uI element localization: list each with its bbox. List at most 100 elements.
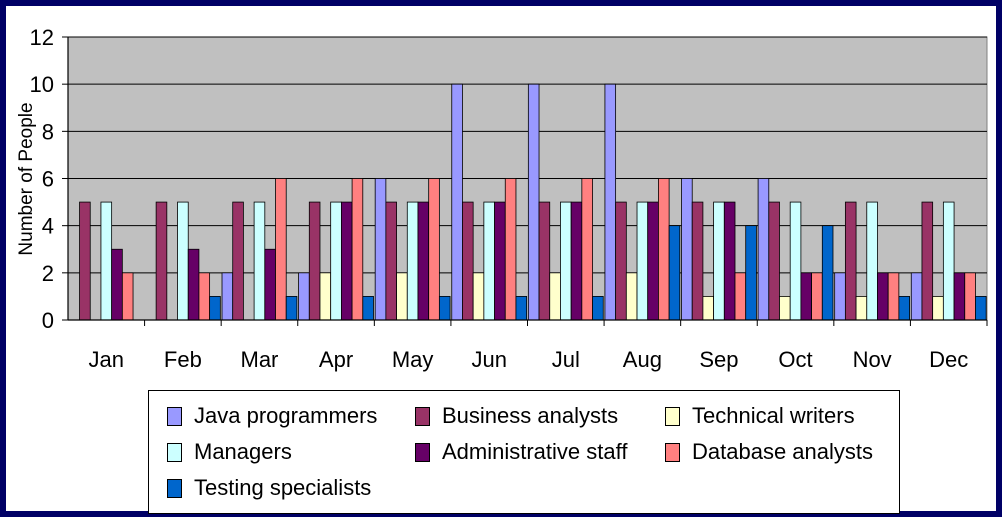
bar-testing-specialists: [285, 296, 298, 321]
y-tick-label: 10: [30, 72, 54, 97]
bar-administrative-staff: [723, 201, 736, 321]
bar-business-analysts: [921, 201, 934, 321]
legend-item-managers: Managers: [167, 439, 292, 465]
x-tick-label: Apr: [319, 347, 353, 372]
legend-label: Technical writers: [692, 403, 855, 428]
bar-business-analysts: [768, 201, 780, 321]
legend-item-business-analysts: Business analysts: [415, 403, 618, 429]
bar-administrative-staff: [877, 272, 889, 321]
bar-database-analysts: [351, 178, 364, 321]
x-tick-label: Dec: [929, 347, 968, 372]
bar-java-programmers: [451, 83, 463, 321]
bar-java-programmers: [910, 272, 923, 321]
bar-testing-specialists: [821, 225, 834, 321]
bar-administrative-staff: [417, 201, 430, 321]
legend-item-testing-specialists: Testing specialists: [167, 475, 371, 501]
bar-managers: [177, 201, 189, 321]
bar-administrative-staff: [570, 201, 583, 321]
tick-labels: 0 2 4 6 8 10 12 Jan Feb Mar Apr May Jun Jul Aug Sep Oct N…: [30, 25, 969, 372]
x-tick-label: Feb: [164, 347, 202, 372]
bar-java-programmers: [604, 83, 617, 321]
legend-label: Managers: [194, 439, 292, 464]
bar-business-analysts: [79, 201, 91, 321]
axes: [62, 36, 988, 326]
bar-administrative-staff: [264, 248, 276, 321]
bar-business-analysts: [538, 201, 551, 321]
bar-chart: 0 2 4 6 8 10 12 Jan Feb Mar Apr May Jun Jul Aug Sep Oct N…: [16, 25, 988, 372]
bar-testing-specialists: [592, 296, 604, 321]
bar-database-analysts: [734, 272, 747, 321]
x-tick-label: Jun: [471, 347, 506, 372]
bar-database-analysts: [964, 272, 976, 321]
legend: Java programmers Business analysts Techn…: [148, 390, 900, 514]
bar-database-analysts: [428, 178, 440, 321]
bar-administrative-staff: [187, 248, 200, 321]
bar-testing-specialists: [438, 296, 451, 321]
legend-swatch: [665, 442, 680, 462]
bar-technical-writers: [472, 272, 485, 321]
legend-label: Testing specialists: [194, 475, 372, 500]
bar-testing-specialists: [515, 296, 528, 321]
legend-item-technical-writers: Technical writers: [665, 403, 855, 429]
bar-managers: [866, 201, 878, 321]
bar-managers: [100, 201, 113, 321]
bar-technical-writers: [702, 296, 715, 321]
bar-testing-specialists: [362, 296, 374, 321]
bar-java-programmers: [298, 272, 310, 321]
bar-java-programmers: [221, 272, 234, 321]
bar-technical-writers: [396, 272, 408, 321]
bar-database-analysts: [121, 272, 134, 321]
legend-label: Java programmers: [194, 403, 378, 428]
bar-database-analysts: [275, 178, 287, 321]
bar-database-analysts: [811, 272, 823, 321]
bar-java-programmers: [757, 178, 770, 321]
bar-database-analysts: [658, 178, 670, 321]
bar-managers: [483, 201, 495, 321]
bar-business-analysts: [385, 201, 397, 321]
y-tick-label: 6: [42, 167, 54, 192]
bar-managers: [789, 201, 802, 321]
bar-testing-specialists: [668, 225, 681, 321]
legend-item-java-programmers: Java programmers: [167, 403, 377, 429]
bar-administrative-staff: [800, 272, 812, 321]
bar-technical-writers: [549, 272, 561, 321]
bar-business-analysts: [462, 201, 474, 321]
bar-managers: [330, 201, 342, 321]
x-tick-label: Sep: [699, 347, 738, 372]
legend-swatch: [167, 406, 182, 426]
gridlines: [68, 36, 987, 274]
legend-item-database-analysts: Database analysts: [665, 439, 873, 465]
bar-managers: [942, 201, 955, 321]
bars-group: [79, 83, 987, 321]
y-tick-label: 0: [42, 308, 54, 333]
bar-administrative-staff: [111, 248, 123, 321]
bar-database-analysts: [581, 178, 593, 321]
bar-database-analysts: [887, 272, 900, 321]
legend-swatch: [415, 406, 430, 426]
bar-testing-specialists: [745, 225, 757, 321]
bar-business-analysts: [691, 201, 704, 321]
legend-swatch: [665, 406, 680, 426]
bar-database-analysts: [504, 178, 517, 321]
x-tick-label: Nov: [853, 347, 892, 372]
bar-business-analysts: [308, 201, 321, 321]
bar-business-analysts: [155, 201, 168, 321]
bar-business-analysts: [615, 201, 627, 321]
y-axis-label: Number of People: [16, 102, 37, 255]
y-tick-label: 8: [42, 119, 54, 144]
bar-business-analysts: [844, 201, 857, 321]
bar-technical-writers: [932, 296, 944, 321]
x-tick-label: Jul: [552, 347, 580, 372]
bar-database-analysts: [198, 272, 211, 321]
bar-administrative-staff: [647, 201, 659, 321]
bar-testing-specialists: [898, 296, 910, 321]
x-tick-label: Aug: [623, 347, 662, 372]
bar-java-programmers: [834, 272, 846, 321]
bar-testing-specialists: [209, 296, 221, 321]
x-tick-label: Oct: [778, 347, 812, 372]
bar-administrative-staff: [494, 201, 506, 321]
bar-administrative-staff: [340, 201, 353, 321]
x-tick-label: Mar: [241, 347, 279, 372]
legend-label: Administrative staff: [442, 439, 628, 464]
bar-java-programmers: [527, 83, 540, 321]
